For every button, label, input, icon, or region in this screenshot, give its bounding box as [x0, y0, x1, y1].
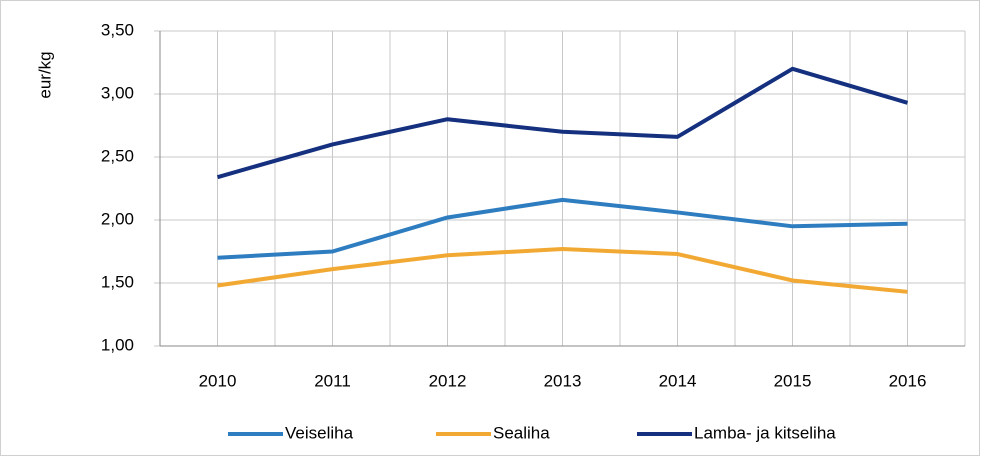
x-tick-label: 2010 — [199, 371, 237, 390]
y-tick-label: 2,50 — [101, 146, 134, 165]
series-line — [216, 66, 909, 180]
legend-label: Veiseliha — [285, 423, 354, 442]
x-tick-label: 2015 — [774, 371, 812, 390]
y-tick-label: 1,50 — [101, 272, 134, 291]
y-tick-label: 2,00 — [101, 209, 134, 228]
legend-label: Sealiha — [493, 423, 550, 442]
y-tick-label: 3,50 — [101, 20, 134, 39]
y-axis-label: eur/kg — [35, 51, 54, 98]
series-line — [217, 246, 908, 294]
x-tick-label: 2013 — [544, 371, 582, 390]
y-tick-label: 3,00 — [101, 83, 134, 102]
x-tick-label: 2011 — [314, 371, 351, 390]
series-line — [217, 197, 908, 260]
x-tick-label: 2014 — [659, 371, 697, 390]
legend-label: Lamba- ja kitseliha — [694, 423, 836, 442]
x-tick-label: 2016 — [889, 371, 927, 390]
y-tick-label: 1,00 — [101, 335, 134, 354]
x-tick-label: 2012 — [429, 371, 467, 390]
